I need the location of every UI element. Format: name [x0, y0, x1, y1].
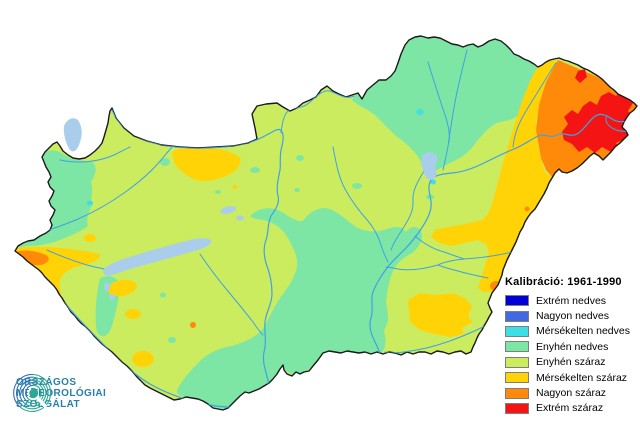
- region-extreme-dry-spot: [575, 69, 587, 83]
- region-very-dry-spot: [524, 206, 530, 212]
- river-sio: [199, 253, 264, 336]
- region-very-dry-spot: [607, 203, 613, 209]
- region-mod-dry-spot: [232, 185, 238, 189]
- legend-swatch-extreme-wet: [505, 295, 529, 307]
- mod-wet-speckles: [87, 109, 436, 206]
- river-ipoly: [280, 90, 355, 134]
- river-tarna: [390, 163, 429, 251]
- logo-text: ORSZÁGOS METEOROLÓGIAI SZOLGÁLAT: [16, 377, 107, 410]
- lake-kis-balaton: [109, 293, 115, 301]
- legend-item-label: Enyhén száraz: [536, 356, 606, 369]
- region-mod-dry-spot: [107, 279, 137, 297]
- region-very-dry-spot: [490, 281, 502, 291]
- logo-line-3: SZOLGÁLAT: [16, 398, 80, 410]
- lake-small: [236, 215, 244, 221]
- legend-item: Enyhén nedves: [505, 339, 639, 354]
- lake-balaton: [103, 238, 212, 276]
- logo-line-2: METEOROLÓGIAI: [16, 387, 107, 399]
- legend-swatch-mod-wet: [505, 325, 529, 337]
- river-bodrog: [512, 62, 557, 148]
- legend-swatch-mild-dry: [505, 356, 529, 368]
- legend-item: Mérsékelten száraz: [505, 370, 639, 385]
- river-kettos-koros: [437, 264, 489, 279]
- lake-velence: [220, 206, 236, 214]
- river-rabca: [59, 146, 131, 163]
- river-zagyva: [332, 146, 389, 263]
- river-zala: [46, 249, 105, 270]
- river-tisza: [369, 113, 637, 356]
- omsz-spiral-icon: [13, 373, 52, 413]
- region-very-dry-spot: [190, 322, 196, 328]
- omsz-logo: ORSZÁGOS METEOROLÓGIAI SZOLGÁLAT: [12, 372, 107, 413]
- river-sajo: [427, 61, 450, 143]
- region-mod-dry-spot: [84, 234, 96, 242]
- region-extreme-dry-northeast: [562, 90, 634, 153]
- river-hernad: [442, 49, 468, 171]
- legend-item: Extrém száraz: [505, 401, 639, 416]
- logo-line-1: ORSZÁGOS: [16, 377, 77, 388]
- region-mod-dry-east-band: [431, 60, 558, 292]
- legend: Kalibráció: 1961-1990 Extrém nedves Nagy…: [505, 276, 639, 416]
- legend-item: Extrém nedves: [505, 293, 639, 308]
- legend-item: Nagyon száraz: [505, 385, 639, 400]
- river-koros: [385, 264, 439, 271]
- region-mod-dry-kisalfold: [172, 147, 241, 182]
- legend-title: Kalibráció: 1961-1990: [505, 276, 622, 288]
- legend-item-label: Extrém nedves: [536, 294, 607, 307]
- region-mod-dry-spot: [132, 351, 154, 367]
- legend-item-label: Enyhén nedves: [536, 340, 609, 353]
- river-maros: [384, 319, 498, 354]
- legend-item: Mérsékelten nedves: [505, 324, 639, 339]
- legend-item-label: Nagyon száraz: [536, 387, 607, 400]
- legend-item-label: Mérsékelten nedves: [536, 325, 630, 338]
- country-outline: [14, 35, 638, 411]
- legend-item-label: Extrém száraz: [536, 402, 604, 415]
- mild-wet-speckles: [160, 91, 440, 343]
- legend-swatch-very-dry: [505, 387, 529, 399]
- legend-item: Enyhén száraz: [505, 355, 639, 370]
- legend-item-label: Nagyon nedves: [536, 310, 609, 323]
- legend-swatch-mod-dry: [505, 372, 529, 384]
- legend-item-label: Mérsékelten száraz: [536, 371, 628, 384]
- river-raba: [26, 145, 174, 239]
- region-mild-wet-south: [176, 208, 422, 410]
- legend-swatch-very-wet: [505, 310, 529, 322]
- region-mod-dry-spot: [125, 309, 141, 319]
- legend-item: Nagyon nedves: [505, 308, 639, 323]
- lakes: [63, 118, 438, 301]
- river-berettyo: [414, 235, 465, 260]
- legend-swatch-mild-wet: [505, 341, 529, 353]
- legend-swatch-extreme-dry: [505, 402, 529, 414]
- region-mild-wet-mountains: [352, 36, 546, 173]
- lake-tisza: [421, 152, 438, 180]
- lake-kis-balaton: [104, 282, 110, 292]
- region-mod-dry-southeast: [408, 293, 473, 337]
- lake-ferto: [63, 118, 82, 152]
